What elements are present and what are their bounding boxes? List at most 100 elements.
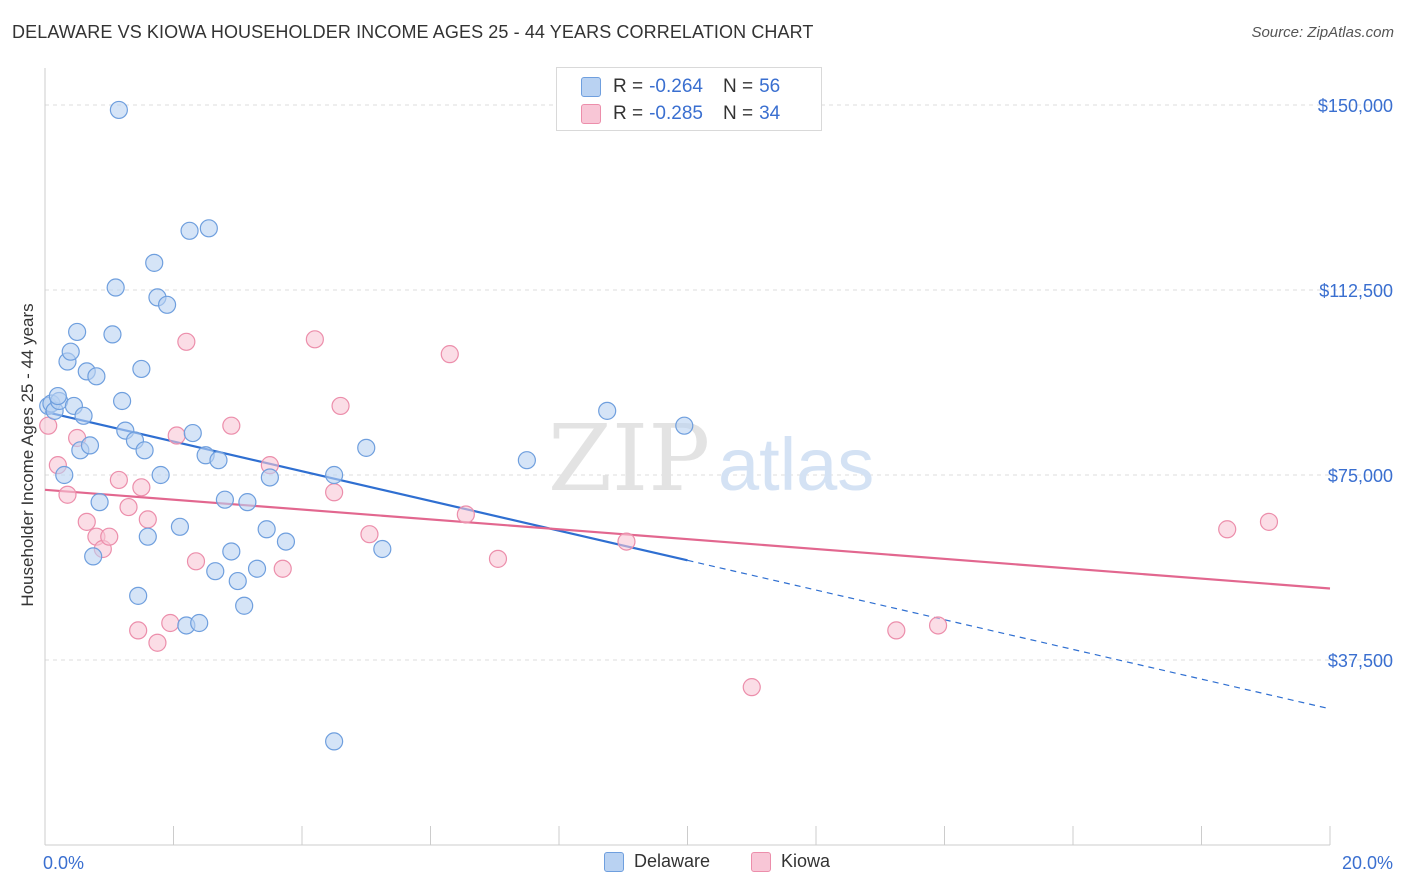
legend-n-value-delaware: 56: [759, 76, 781, 97]
delaware-point: [357, 438, 376, 457]
x-tick-label-min: 0.0%: [43, 853, 84, 873]
bottom-legend-kiowa: Kiowa: [751, 851, 830, 872]
kiowa-point: [742, 678, 761, 697]
y-tick-label: $75,000: [1328, 466, 1393, 486]
kiowa-point: [1259, 512, 1279, 531]
delaware-point: [206, 562, 225, 581]
delaware-point: [257, 520, 276, 539]
delaware-trend-extension: [687, 559, 1331, 710]
chart-title: DELAWARE VS KIOWA HOUSEHOLDER INCOME AGE…: [12, 22, 814, 42]
delaware-trend-line: [44, 410, 688, 562]
legend-r-value-delaware: -0.264: [649, 76, 703, 97]
kiowa-points: [39, 330, 1279, 697]
legend-row-delaware: R = -0.264 N = 56: [581, 75, 780, 99]
legend-r-label: R =: [613, 76, 644, 97]
x-axis-ticks: [44, 826, 1331, 845]
trend-lines: [44, 410, 1331, 710]
delaware-point: [373, 539, 392, 559]
kiowa-point: [129, 621, 148, 640]
delaware-point: [190, 613, 209, 633]
y-tick-label: $150,000: [1318, 96, 1393, 116]
kiowa-point: [456, 505, 475, 524]
legend-n-label: N =: [722, 76, 754, 97]
delaware-points: [39, 100, 694, 751]
delaware-point: [598, 401, 617, 420]
delaware-point: [325, 732, 344, 751]
delaware-point: [222, 542, 241, 561]
delaware-point: [199, 219, 218, 238]
legend-row-kiowa: R = -0.285 N = 34: [581, 102, 780, 126]
kiowa-point: [440, 345, 459, 364]
y-axis-label: Householder Income Ages 25 - 44 years: [18, 303, 37, 607]
y-tick-label: $37,500: [1328, 651, 1393, 671]
kiowa-point: [58, 485, 77, 504]
kiowa-point: [617, 532, 636, 551]
kiowa-swatch: [581, 104, 601, 124]
delaware-point: [228, 571, 247, 591]
kiowa-point: [77, 512, 96, 531]
legend-r-label: R =: [613, 103, 644, 124]
kiowa-point: [273, 559, 292, 578]
delaware-point: [129, 586, 148, 605]
kiowa-point: [360, 525, 379, 544]
bottom-legend-delaware: Delaware: [604, 851, 710, 872]
y-tick-label: $112,500: [1319, 281, 1393, 301]
delaware-point: [103, 325, 122, 344]
delaware-point: [106, 278, 125, 297]
delaware-point: [61, 342, 80, 361]
kiowa-point: [167, 426, 186, 445]
delaware-point: [209, 451, 228, 470]
delaware-point: [151, 465, 170, 485]
delaware-point: [180, 221, 199, 240]
x-tick-label-max: 20.0%: [1342, 853, 1393, 873]
legend-n-label: N =: [722, 103, 754, 124]
kiowa-legend-swatch: [751, 851, 771, 872]
delaware-point: [74, 406, 93, 425]
delaware-point: [135, 441, 154, 460]
delaware-point: [170, 517, 190, 536]
delaware-point: [215, 490, 234, 509]
legend-r-value-kiowa: -0.285: [649, 103, 703, 124]
kiowa-point: [305, 330, 324, 349]
delaware-point: [112, 391, 132, 411]
delaware-point: [84, 547, 103, 566]
delaware-point: [325, 465, 344, 485]
stats-legend: R = -0.264 N = 56 R = -0.285 N = 34: [556, 67, 822, 131]
kiowa-point: [928, 616, 948, 635]
delaware-point: [238, 493, 257, 512]
delaware-legend-label: Delaware: [634, 851, 711, 871]
delaware-point: [48, 386, 67, 406]
delaware-point: [55, 465, 74, 485]
delaware-point: [517, 451, 536, 470]
delaware-point: [235, 596, 254, 615]
kiowa-legend-label: Kiowa: [781, 851, 831, 871]
kiowa-point: [138, 510, 157, 529]
kiowa-point: [148, 633, 167, 652]
kiowa-point: [331, 396, 350, 416]
delaware-point: [145, 253, 164, 272]
y-axis-tick-labels: $37,500 $75,000 $112,500 $150,000: [1318, 96, 1393, 671]
kiowa-trend-line: [44, 488, 1331, 590]
delaware-point: [90, 493, 109, 512]
delaware-point: [109, 100, 128, 120]
delaware-point: [138, 527, 157, 546]
kiowa-point: [488, 549, 508, 568]
delaware-point: [87, 367, 106, 386]
kiowa-point: [109, 470, 128, 490]
source-label: Source: ZipAtlas.com: [1251, 24, 1394, 41]
delaware-point: [247, 559, 267, 578]
x-axis-tick-labels: 0.0% 20.0%: [43, 853, 1393, 873]
kiowa-point: [222, 416, 241, 435]
delaware-point: [132, 359, 151, 379]
delaware-point: [157, 295, 177, 314]
delaware-point: [675, 416, 694, 435]
kiowa-point: [177, 332, 196, 351]
delaware-point: [68, 322, 87, 342]
kiowa-point: [186, 552, 206, 571]
kiowa-point: [1218, 520, 1237, 539]
kiowa-point: [161, 613, 180, 633]
watermark-atlas: atlas: [718, 423, 874, 506]
kiowa-point: [887, 621, 906, 640]
legend-n-value-kiowa: 34: [759, 103, 781, 124]
